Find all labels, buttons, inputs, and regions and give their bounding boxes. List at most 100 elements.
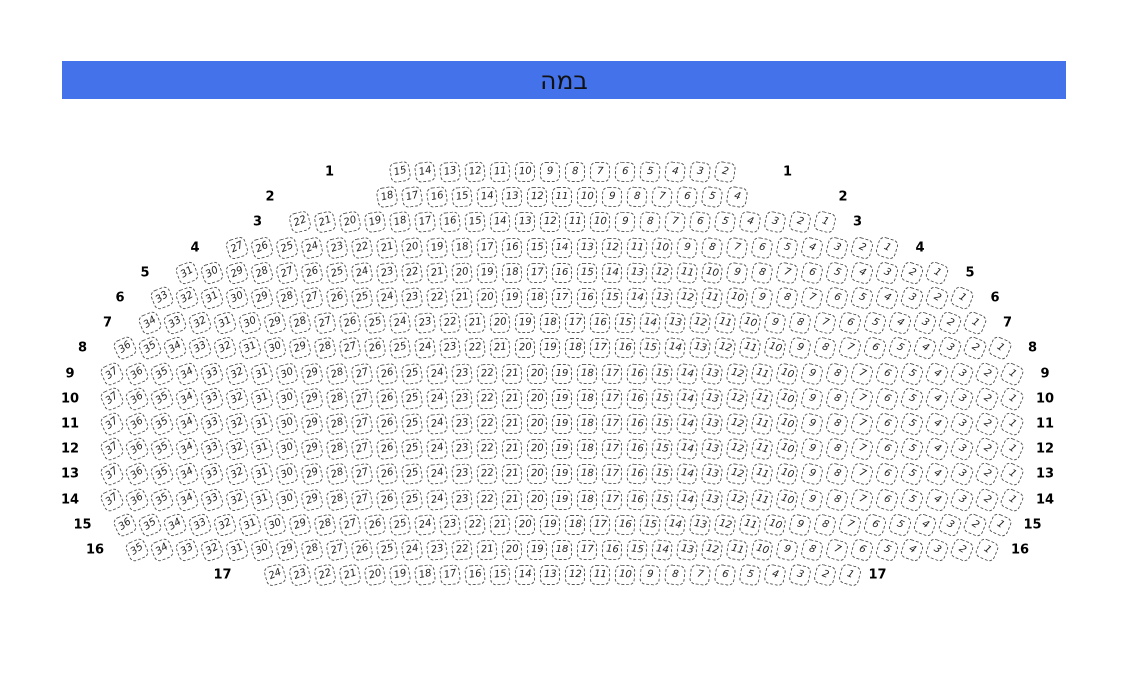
seat[interactable]: 6 [874, 461, 900, 487]
seat[interactable]: 15 [576, 262, 598, 284]
seat[interactable]: 24 [413, 513, 436, 536]
seat[interactable]: 25 [350, 286, 374, 310]
seat[interactable]: 12 [725, 437, 749, 461]
seat[interactable]: 31 [224, 537, 250, 563]
seat[interactable]: 24 [425, 438, 449, 461]
seat[interactable]: 12 [725, 488, 749, 512]
seat[interactable]: 32 [224, 361, 250, 387]
seat[interactable]: 19 [552, 388, 572, 409]
seat[interactable]: 27 [337, 513, 362, 537]
seat[interactable]: 28 [325, 386, 349, 411]
seat[interactable]: 15 [451, 186, 473, 209]
seat[interactable]: 3 [787, 563, 812, 588]
seat[interactable]: 19 [539, 338, 560, 359]
seat[interactable]: 7 [849, 487, 875, 512]
seat[interactable]: 6 [799, 260, 825, 285]
seat[interactable]: 3 [762, 210, 787, 235]
seat[interactable]: 1 [998, 435, 1026, 463]
seat[interactable]: 25 [362, 311, 387, 335]
seat[interactable]: 1 [998, 486, 1026, 513]
seat[interactable]: 19 [552, 489, 572, 510]
seat[interactable]: 7 [725, 236, 749, 260]
seat[interactable]: 5 [899, 436, 925, 462]
seat[interactable]: 4 [924, 436, 950, 463]
seat[interactable]: 12 [651, 261, 673, 284]
seat[interactable]: 27 [350, 487, 374, 512]
seat[interactable]: 23 [413, 311, 436, 335]
seat[interactable]: 12 [725, 462, 749, 486]
seat[interactable]: 33 [186, 335, 213, 362]
seat[interactable]: 22 [312, 563, 337, 588]
seat[interactable]: 19 [501, 287, 523, 309]
seat[interactable]: 36 [111, 335, 138, 362]
seat[interactable]: 10 [762, 513, 787, 537]
seat[interactable]: 21 [501, 388, 523, 410]
seat[interactable]: 9 [799, 437, 825, 462]
seat[interactable]: 7 [849, 386, 875, 412]
seat[interactable]: 37 [98, 435, 126, 463]
seat[interactable]: 18 [552, 540, 572, 560]
seat[interactable]: 15 [651, 438, 673, 461]
seat[interactable]: 24 [388, 311, 411, 335]
seat[interactable]: 21 [501, 463, 523, 485]
seat[interactable]: 34 [174, 486, 200, 513]
seat[interactable]: 8 [824, 361, 850, 386]
seat[interactable]: 8 [824, 436, 850, 462]
seat[interactable]: 10 [775, 487, 799, 512]
seat[interactable]: 3 [949, 411, 975, 437]
seat[interactable]: 10 [750, 538, 774, 562]
seat[interactable]: 20 [514, 338, 535, 359]
seat[interactable]: 25 [400, 362, 424, 385]
seat[interactable]: 7 [663, 211, 686, 234]
seat[interactable]: 37 [98, 461, 126, 488]
seat[interactable]: 15 [388, 160, 411, 184]
seat[interactable]: 12 [725, 412, 749, 436]
seat[interactable]: 22 [476, 413, 498, 435]
seat[interactable]: 9 [638, 564, 661, 586]
seat[interactable]: 20 [451, 261, 473, 284]
seat[interactable]: 14 [675, 463, 699, 486]
seat[interactable]: 14 [626, 287, 648, 309]
seat[interactable]: 16 [438, 211, 461, 234]
seat[interactable]: 30 [274, 361, 300, 386]
seat[interactable]: 13 [626, 262, 648, 284]
seat[interactable]: 25 [325, 260, 349, 285]
seat[interactable]: 26 [350, 538, 374, 562]
seat[interactable]: 19 [552, 414, 572, 434]
seat[interactable]: 29 [299, 411, 325, 437]
seat[interactable]: 19 [425, 236, 449, 259]
seat[interactable]: 28 [325, 412, 349, 436]
seat[interactable]: 30 [237, 310, 262, 336]
seat[interactable]: 24 [413, 337, 436, 360]
seat[interactable]: 31 [237, 512, 262, 538]
seat[interactable]: 29 [299, 361, 325, 386]
seat[interactable]: 12 [713, 513, 736, 537]
seat[interactable]: 21 [488, 514, 511, 536]
seat[interactable]: 15 [651, 488, 673, 511]
seat[interactable]: 16 [501, 237, 523, 259]
seat[interactable]: 18 [576, 438, 598, 460]
seat[interactable]: 34 [174, 385, 200, 412]
seat[interactable]: 7 [837, 336, 862, 361]
seat[interactable]: 11 [552, 187, 572, 208]
seat[interactable]: 33 [149, 285, 175, 311]
seat[interactable]: 29 [287, 512, 312, 537]
seat[interactable]: 29 [224, 260, 250, 286]
seat[interactable]: 2 [961, 511, 988, 538]
seat[interactable]: 18 [388, 210, 411, 234]
seat[interactable]: 8 [775, 286, 799, 310]
seat[interactable]: 2 [936, 310, 963, 337]
seat[interactable]: 12 [725, 362, 749, 386]
seat[interactable]: 6 [837, 310, 862, 336]
seat[interactable]: 24 [425, 362, 449, 385]
seat[interactable]: 1 [998, 385, 1026, 412]
seat[interactable]: 17 [589, 338, 610, 359]
seat[interactable]: 20 [476, 287, 498, 309]
seat[interactable]: 3 [949, 385, 975, 412]
seat[interactable]: 21 [312, 210, 337, 235]
seat[interactable]: 16 [613, 337, 636, 359]
seat[interactable]: 14 [651, 539, 673, 561]
seat[interactable]: 26 [337, 311, 362, 335]
seat[interactable]: 14 [601, 262, 623, 284]
seat[interactable]: 2 [973, 461, 1001, 488]
